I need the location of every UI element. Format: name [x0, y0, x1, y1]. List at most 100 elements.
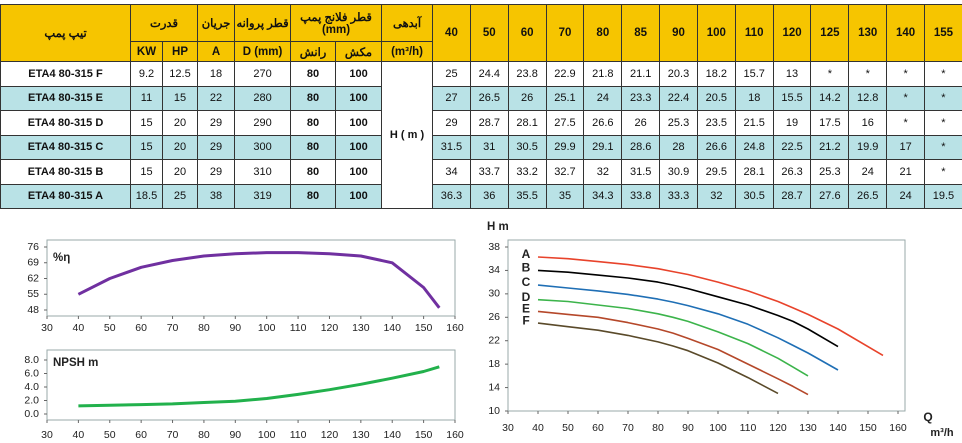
y-tick-label: 10 — [488, 405, 500, 417]
head-cell: 24.8 — [734, 134, 774, 160]
head-cell: 21.1 — [621, 61, 661, 87]
head-cell: 20.5 — [696, 85, 736, 111]
head-cell: * — [848, 61, 888, 87]
x-tick-label: 70 — [167, 322, 179, 334]
head-cell: 27 — [432, 85, 471, 111]
x-tick-label: 70 — [167, 429, 179, 441]
series-line — [537, 269, 839, 348]
head-cell: 33.7 — [469, 159, 509, 185]
header-cell: KW — [130, 41, 163, 62]
spec-cell: 100 — [335, 85, 383, 111]
y-tick-label: 62 — [27, 272, 39, 284]
spec-cell: 270 — [234, 61, 292, 87]
y-tick-label: 34 — [488, 264, 500, 276]
flow-header: 120 — [772, 4, 812, 62]
head-cell: 19.5 — [924, 183, 962, 209]
x-tick-label: 40 — [73, 429, 85, 441]
y-axis-label: %η — [53, 252, 70, 264]
x-tick-label: 100 — [258, 429, 276, 441]
flow-header: 60 — [507, 4, 547, 62]
y-tick-label: 76 — [27, 241, 39, 253]
spec-cell: 25 — [161, 183, 199, 209]
head-cell: 26.6 — [696, 134, 736, 160]
head-cell: 24 — [886, 183, 925, 209]
y-tick-label: 22 — [488, 334, 500, 346]
head-cell: 18 — [734, 85, 774, 111]
header-cell: قطر فلانج پمپ (mm) — [290, 4, 383, 42]
x-tick-label: 70 — [622, 422, 634, 434]
header-cell: تیپ پمپ — [0, 4, 131, 62]
spec-cell: 280 — [234, 85, 292, 111]
head-cell: 28.7 — [469, 110, 509, 136]
flow-header: 85 — [621, 4, 661, 62]
pump-table: تیپ پمپ قدرت جریان قطر پروانه قطر فلانج پمپ … — [0, 4, 962, 209]
series-line — [77, 251, 441, 309]
head-cell: 19 — [772, 110, 812, 136]
spec-cell: 29 — [197, 134, 236, 160]
flow-header: 70 — [545, 4, 585, 62]
flow-header: 155 — [924, 4, 962, 62]
y-tick-label: 55 — [27, 288, 39, 300]
x-tick-label: 40 — [532, 422, 544, 434]
x-tick-label: 80 — [652, 422, 664, 434]
spec-cell: 290 — [234, 110, 292, 136]
x-tick-label: 150 — [415, 429, 433, 441]
x-tick-label: 30 — [41, 322, 53, 334]
head-cell: 31.5 — [621, 159, 661, 185]
y-tick-label: 6.0 — [24, 367, 39, 379]
x-tick-label: 50 — [104, 322, 116, 334]
series-label: E — [522, 302, 530, 316]
series-label: C — [522, 275, 531, 289]
x-tick-label: 160 — [446, 322, 464, 334]
head-cell: 26 — [507, 85, 547, 111]
y-tick-label: 4.0 — [24, 381, 39, 393]
head-cell: 22.4 — [659, 85, 698, 111]
series-label: A — [522, 247, 531, 261]
x-tick-label: 50 — [562, 422, 574, 434]
x-tick-label: 90 — [682, 422, 694, 434]
head-cell: * — [810, 61, 850, 87]
head-cell: 34 — [432, 159, 471, 185]
flow-header: 100 — [696, 4, 736, 62]
flow-header: 50 — [469, 4, 509, 62]
header-cell: (m³/h) — [381, 41, 434, 62]
header-cell: A — [197, 41, 236, 62]
x-tick-label: 30 — [502, 422, 514, 434]
x-axis-unit: m³/h — [930, 427, 954, 439]
header-cell: قدرت — [129, 4, 199, 42]
spec-cell: 100 — [335, 183, 383, 209]
flow-header: 90 — [659, 4, 698, 62]
head-label: H ( m ) — [381, 61, 434, 209]
spec-cell: 15 — [161, 85, 199, 111]
x-tick-label: 110 — [290, 429, 307, 441]
flow-header: 40 — [432, 4, 471, 62]
model-cell: ETA4 80-315 D — [0, 110, 131, 136]
header-cell: مکش — [335, 41, 383, 62]
head-cell: 32 — [696, 183, 736, 209]
head-cell: 15.5 — [772, 85, 812, 111]
x-tick-label: 50 — [104, 429, 116, 441]
series-line — [537, 310, 809, 396]
head-cell: 31 — [469, 134, 509, 160]
model-cell: ETA4 80-315 E — [0, 85, 131, 111]
head-cell: 23.3 — [621, 85, 661, 111]
y-tick-label: 38 — [488, 241, 500, 253]
head-cell: * — [886, 61, 925, 87]
spec-cell: 319 — [234, 183, 292, 209]
head-cell: 24.4 — [469, 61, 509, 87]
head-cell: 24 — [848, 159, 888, 185]
head-cell: 24 — [583, 85, 623, 111]
head-cell: 14.2 — [810, 85, 850, 111]
x-tick-label: 80 — [198, 429, 210, 441]
x-tick-label: 80 — [198, 322, 210, 334]
head-cell: 26.5 — [848, 183, 888, 209]
spec-cell: 300 — [234, 134, 292, 160]
head-cell: 21.8 — [583, 61, 623, 87]
head-cell: * — [924, 85, 962, 111]
x-tick-label: 120 — [321, 429, 339, 441]
flow-header: 80 — [583, 4, 623, 62]
series-label: D — [522, 290, 531, 304]
flow-header: 110 — [734, 4, 774, 62]
